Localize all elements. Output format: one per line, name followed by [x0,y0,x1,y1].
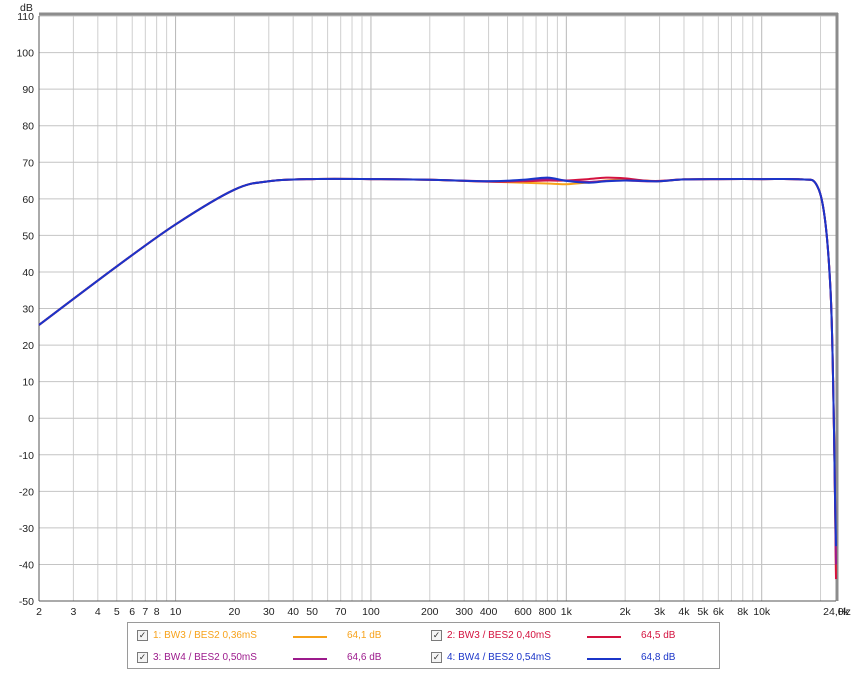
x-tick-label: 8 [154,606,160,618]
y-tick-label: 110 [17,11,34,23]
y-tick-label: -20 [19,486,34,498]
x-tick-label: 24,0k [823,606,849,618]
y-tick-label: -40 [19,559,34,571]
x-tick-label: 10k [753,606,771,618]
x-tick-label: 800 [539,606,557,618]
legend-checkbox-3[interactable]: ✓ [137,652,148,663]
y-tick-label: 50 [22,230,34,242]
x-tick-label: 4 [95,606,101,618]
y-tick-label: 70 [22,157,34,169]
y-tick-label: 40 [22,267,34,279]
x-tick-label: 300 [455,606,473,618]
legend-label-4: 4: BW4 / BES2 0,54mS [447,652,551,663]
x-tick-label: 3k [654,606,666,618]
legend-checkbox-1[interactable]: ✓ [137,630,148,641]
legend-label-3: 3: BW4 / BES2 0,50mS [153,652,257,663]
axes: 1101009080706050403020100-10-20-30-40-50… [16,11,849,618]
legend-value-1: 64,1 dB [347,630,382,641]
x-tick-label: 100 [362,606,380,618]
x-tick-label: 40 [287,606,299,618]
x-tick-label: 4k [678,606,690,618]
legend-value-2: 64,5 dB [641,630,676,641]
legend-checkbox-2[interactable]: ✓ [431,630,442,641]
y-tick-label: 60 [22,194,34,206]
legend-swatch-1 [293,636,327,638]
legend-swatch-3 [293,658,327,660]
x-tick-label: 6k [713,606,725,618]
y-tick-label: 0 [28,413,34,425]
legend-label-2: 2: BW3 / BES2 0,40mS [447,630,551,641]
y-tick-label: 30 [22,304,34,316]
series-line-4 [38,176,837,547]
legend: ✓ 1: BW3 / BES2 0,36mS 64,1 dB ✓ 2: BW3 … [127,622,720,669]
legend-swatch-4 [587,658,621,660]
legend-value-3: 64,6 dB [347,652,382,663]
legend-checkbox-4[interactable]: ✓ [431,652,442,663]
x-tick-label: 1k [561,606,573,618]
legend-label-1: 1: BW3 / BES2 0,36mS [153,630,257,641]
y-tick-label: -30 [19,523,34,535]
y-tick-label: 20 [22,340,34,352]
x-tick-label: 30 [263,606,275,618]
y-tick-label: -10 [19,450,34,462]
y-tick-label: -50 [19,596,34,608]
x-tick-label: 400 [480,606,498,618]
legend-value-4: 64,8 dB [641,652,676,663]
x-tick-label: 5 [114,606,120,618]
frequency-response-chart: 1101009080706050403020100-10-20-30-40-50… [16,2,851,618]
x-tick-label: 200 [421,606,439,618]
y-tick-label: 10 [22,377,34,389]
y-tick-label: 100 [16,48,34,60]
y-tick-label: 90 [22,84,34,96]
x-tick-label: 600 [514,606,532,618]
x-tick-label: 70 [335,606,347,618]
legend-swatch-2 [587,636,621,638]
x-tick-label: 3 [70,606,76,618]
series-lines [38,176,837,580]
x-axis-unit-label: Hz [838,606,851,618]
x-tick-label: 10 [170,606,182,618]
x-tick-label: 50 [306,606,318,618]
y-axis-label: dB [20,2,33,14]
x-tick-label: 20 [229,606,241,618]
x-tick-label: 8k [737,606,749,618]
x-tick-label: 5k [697,606,709,618]
y-tick-label: 80 [22,121,34,133]
x-tick-label: 2 [36,606,42,618]
x-tick-label: 6 [129,606,135,618]
grid [38,15,836,602]
x-tick-label: 7 [142,606,148,618]
x-tick-label: 2k [620,606,632,618]
